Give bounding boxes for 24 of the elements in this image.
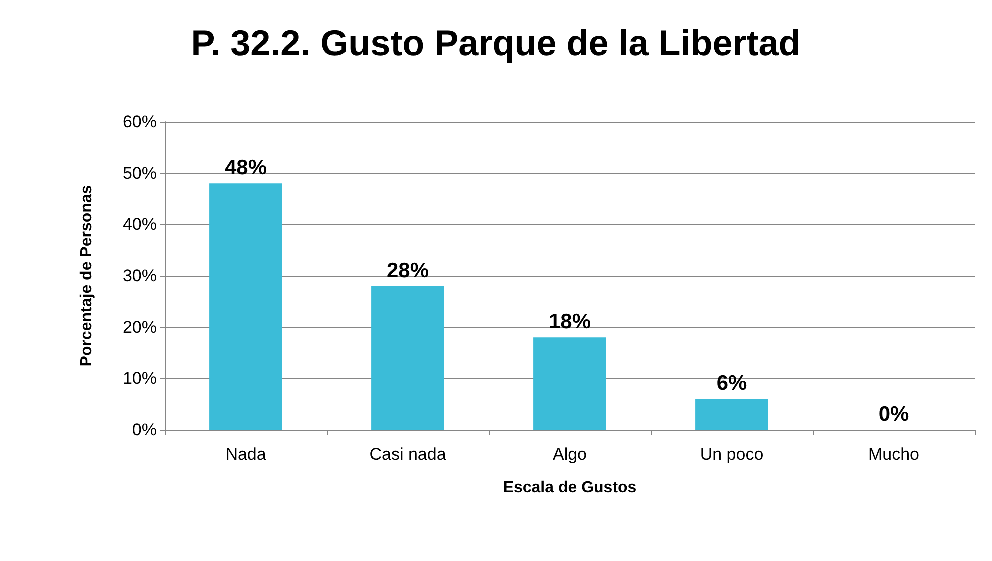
- bar: [210, 184, 282, 430]
- x-tick-label: Algo: [552, 445, 588, 464]
- y-tick-label: 60%: [122, 112, 157, 132]
- chart-title: P. 32.2. Gusto Parque de la Libertad: [191, 22, 801, 64]
- y-tick-label: 10%: [122, 369, 157, 388]
- data-label: 0%: [878, 403, 910, 426]
- data-label: 18%: [548, 310, 592, 334]
- y-tick-label: 50%: [122, 164, 157, 183]
- data-label: 28%: [386, 259, 430, 282]
- data-label: 48%: [224, 156, 268, 180]
- x-tick-label: Casi nada: [370, 445, 447, 464]
- bar: [534, 338, 606, 430]
- bar: [372, 286, 444, 430]
- x-axis-title: Escala de Gustos: [503, 480, 637, 496]
- y-tick-label: 40%: [122, 215, 157, 234]
- y-tick-label: 20%: [122, 318, 157, 337]
- y-axis-title: Porcentaje de Personas: [78, 185, 96, 367]
- bar: [696, 399, 768, 430]
- y-tick-label: 0%: [132, 420, 157, 440]
- x-tick-label: Un poco: [700, 445, 764, 464]
- data-label: 6%: [716, 372, 748, 396]
- x-tick-label: Nada: [226, 445, 267, 464]
- y-tick-label: 30%: [122, 266, 157, 286]
- x-tick-label: Mucho: [868, 445, 920, 464]
